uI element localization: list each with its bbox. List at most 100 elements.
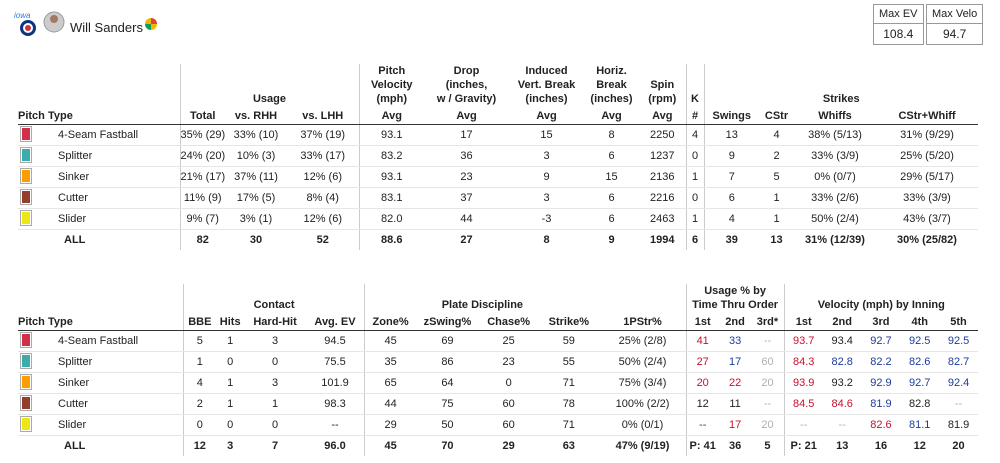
cell: 6 (703, 187, 759, 209)
column-header: # (685, 108, 704, 125)
cell: 30% (25/82) (897, 234, 957, 246)
pitch-name: Splitter (18, 351, 184, 373)
cell: 82.8 (900, 393, 940, 415)
stat-box: Max EV 108.4 (873, 4, 924, 45)
cell: 84.6 (822, 393, 862, 415)
blank (599, 284, 686, 314)
row: Splitter 1 0 0 75.5 35 86 23 55 50% (2/4) 27 17 60 84… (18, 351, 978, 373)
group-header: Pitch Velocity (mph) (358, 64, 424, 108)
cell: 20 (751, 372, 785, 394)
pitch-label: Slider (58, 419, 87, 431)
cell: 12 (182, 435, 216, 456)
pitch-label: Splitter (58, 356, 93, 368)
cell: 1 (244, 393, 306, 415)
pitch-label: ALL (64, 440, 86, 452)
cell: 13 (836, 440, 849, 452)
cell: 21% (17) (179, 166, 225, 188)
cell: 71 (538, 372, 600, 394)
cell: 100% (2/2) (599, 393, 687, 415)
cell: 45 (364, 330, 416, 352)
cell: 0 (215, 414, 245, 436)
pitch-swatch (20, 395, 32, 411)
cell: 93.1 (358, 124, 424, 146)
cell: 23 (479, 351, 539, 373)
cell: 3 (227, 440, 234, 452)
column-header: zSwing% (415, 314, 480, 331)
cell: 37% (11) (225, 166, 287, 188)
cell: 20 (952, 440, 965, 452)
swatch-color (22, 170, 30, 182)
cell: 83.2 (358, 145, 424, 167)
cell: 8% (4) (287, 187, 359, 209)
cell: -- (685, 414, 719, 436)
pitch-swatch (20, 147, 32, 163)
column-header: BBE (182, 314, 216, 331)
pitch-name: Slider (18, 414, 184, 436)
cell: 93.2 (822, 372, 862, 394)
row: Cutter 2 1 1 98.3 44 75 60 78 100% (2/2) 12 11 -- 84.… (18, 393, 978, 415)
cell: 35 (364, 351, 416, 373)
cell: 44 (364, 393, 416, 415)
cell: 60 (479, 393, 539, 415)
cell: 17 (718, 414, 752, 436)
cell: 93.9 (783, 372, 823, 394)
cell: 33% (3/9) (876, 187, 979, 209)
cell: 0 (479, 372, 539, 394)
cell: 8 (543, 234, 550, 246)
column-header: Avg (424, 108, 509, 125)
blank (18, 64, 180, 108)
cell: 44 (424, 208, 509, 230)
column-header: 2nd (822, 314, 862, 331)
cell: 92.7 (900, 372, 940, 394)
cell: 25% (5/20) (876, 145, 979, 167)
cell: 8 (584, 124, 639, 146)
pitch-name: 4-Seam Fastball (18, 330, 184, 352)
cell: 41 (685, 330, 719, 352)
cell: 75 (415, 393, 480, 415)
cell: 88.6 (358, 229, 424, 250)
cell: 81.9 (861, 393, 901, 415)
cell: 1 (215, 330, 245, 352)
cell: 82.6 (861, 414, 901, 436)
column-header: Whiffs (794, 108, 876, 125)
pitch-swatch (20, 210, 32, 226)
cell: 52 (316, 234, 329, 246)
cell: 4 (182, 372, 216, 394)
column-header: Chase% (479, 314, 539, 331)
row: Splitter 24% (20) 10% (3) 33% (17) 83.2 36 3 6 1… (18, 145, 979, 167)
cell: 1 (685, 208, 704, 230)
row: ALL 82 30 52 88.6 27 8 9 1994 6 39 13 31% (12/39) 30%… (18, 229, 978, 250)
column-header: 1st (783, 314, 823, 331)
group-header: Contact (182, 284, 365, 314)
cell: 17 (718, 351, 752, 373)
stat-box: Max Velo 94.7 (926, 4, 984, 45)
column-header: 3rd* (751, 314, 785, 331)
cell: 7 (271, 440, 279, 452)
cell: 23 (424, 166, 509, 188)
pitch-label: Cutter (58, 398, 88, 410)
swatch-color (22, 397, 30, 409)
cell: 9 (703, 145, 759, 167)
cell: 6 (584, 208, 639, 230)
cell: 81.9 (939, 414, 978, 436)
cell: 78 (538, 393, 600, 415)
column-header: Avg. EV (305, 314, 365, 331)
column-header: Pitch Type (18, 314, 184, 331)
group-header: Plate Discipline (364, 284, 600, 314)
cell: 70 (441, 440, 454, 452)
cell: 55 (538, 351, 600, 373)
cell: -- (305, 414, 365, 436)
pitch-name: 4-Seam Fastball (18, 124, 180, 146)
logo-mark: iowa (14, 11, 31, 20)
cell: 1 (215, 372, 245, 394)
swatch-color (22, 128, 30, 140)
cell: 81.1 (900, 414, 940, 436)
cell: 29% (5/17) (876, 166, 979, 188)
stat-label: Max Velo (932, 8, 978, 20)
row: 4-Seam Fastball 5 1 3 94.5 45 69 25 59 25% (2/8) 4… (18, 330, 978, 352)
column-header: 1PStr% (599, 314, 687, 331)
cell: 5 (764, 440, 771, 452)
pitch-swatch (20, 168, 32, 184)
cell: 6 (584, 187, 639, 209)
cell: 82.6 (900, 351, 940, 373)
